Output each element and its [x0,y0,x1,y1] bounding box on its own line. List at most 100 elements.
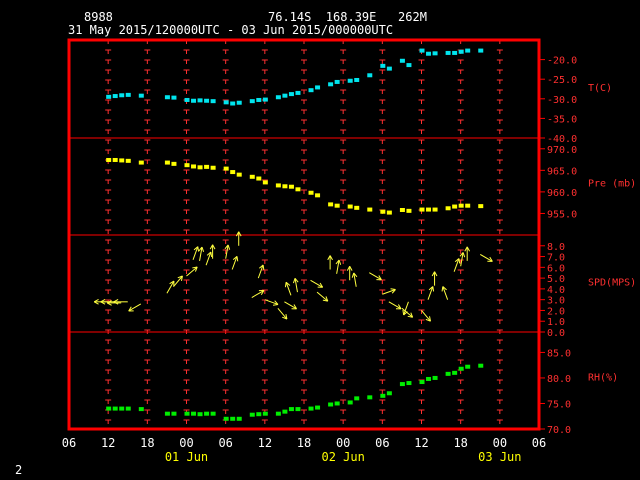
wind-arrow [388,301,402,310]
humidity-axis-label: RH(%) [588,373,618,384]
humidity-point [478,363,484,368]
temperature-point [328,82,334,87]
pressure-point [478,204,484,209]
humidity-point [399,382,405,387]
temperature-point [119,93,125,98]
humidity-point [125,406,131,411]
wind-arrow [346,266,353,281]
pressure-point [119,158,125,163]
x-tick-label: 18 [453,436,467,450]
wind-arrow [231,255,239,270]
temperature-point [478,48,484,53]
humidity-point [315,405,321,410]
x-tick-label: 00 [493,436,507,450]
pressure-ytick-label: 960.0 [547,188,577,199]
wind-arrow [235,231,242,246]
wind-arrow [335,259,342,274]
temperature-point [295,90,301,95]
humidity-point [419,380,425,385]
wind-arrow [257,264,265,279]
temperature-point [106,94,112,99]
humidity-ytick-label: 75.0 [547,399,571,410]
pressure-point [452,204,458,209]
pressure-point [138,160,144,165]
humidity-point [138,407,144,412]
pressure-point [197,165,203,170]
pressure-point [106,157,112,162]
pressure-point [328,202,334,207]
humidity-point [171,411,177,416]
page-number: 2 [15,463,23,477]
wind-speed-ytick-label: 8.0 [547,242,565,253]
x-tick-label: 12 [101,436,115,450]
temperature-point [204,98,210,103]
wind-arrow [310,279,324,288]
humidity-point [275,411,281,416]
temperature-point [445,50,451,55]
temperature-point [406,63,412,68]
temperature-ytick-label: -35.0 [547,114,577,125]
temperature-ytick-label: -25.0 [547,75,577,86]
temperature-point [191,98,197,103]
pressure-axis-label: Pre (mb) [588,179,636,190]
wind-arrow [327,255,333,270]
humidity-point [406,381,412,386]
pressure-point [432,207,438,212]
wind-arrow [351,272,358,287]
temperature-point [236,100,242,105]
humidity-point [236,416,242,421]
x-tick-label: 18 [297,436,311,450]
wind-speed-ytick-label: 5.0 [547,274,565,285]
pressure-ytick-label: 970.0 [547,145,577,156]
humidity-point [452,370,458,375]
pressure-point [223,166,229,171]
temperature-point [275,95,281,100]
wind-arrow [453,258,461,272]
humidity-point [445,371,451,376]
wind-arrow [382,288,396,295]
wind-arrow [401,307,414,318]
pressure-ytick-label: 955.0 [547,209,577,220]
humidity-point [191,411,197,416]
wind-speed-ytick-label: 6.0 [547,263,565,274]
wind-arrow [277,307,288,320]
wind-arrow [100,298,115,305]
wind-arrow [284,301,297,310]
humidity-point [223,416,229,421]
humidity-point [282,409,288,414]
humidity-point [354,396,360,401]
temperature-point [184,97,190,102]
pressure-point [125,158,131,163]
temperature-point [249,99,255,104]
wind-arrow [166,280,175,294]
temperature-point [380,63,386,68]
wind-speed-ytick-label: 4.0 [547,285,565,296]
pressure-point [380,209,386,214]
wind-arrow [209,244,216,259]
temperature-point [125,92,131,97]
temperature-point [432,51,438,56]
pressure-point [308,190,314,195]
humidity-point [204,411,210,416]
humidity-point [262,411,268,416]
humidity-point [347,400,353,405]
wind-arrow [316,291,329,302]
humidity-point [432,375,438,380]
x-tick-label: 12 [414,436,428,450]
pressure-point [171,161,177,166]
humidity-point [184,411,190,416]
pressure-point [236,172,242,177]
humidity-point [210,411,216,416]
humidity-point [295,407,301,412]
pressure-point [288,184,294,189]
wind-arrow [251,290,265,298]
humidity-point [308,406,314,411]
x-tick-label: 18 [140,436,154,450]
temperature-point [171,95,177,100]
humidity-point [197,412,203,417]
x-tick-label: 06 [375,436,389,450]
pressure-point [347,204,353,209]
humidity-point [367,395,373,400]
temperature-point [399,58,405,63]
humidity-point [386,391,392,396]
